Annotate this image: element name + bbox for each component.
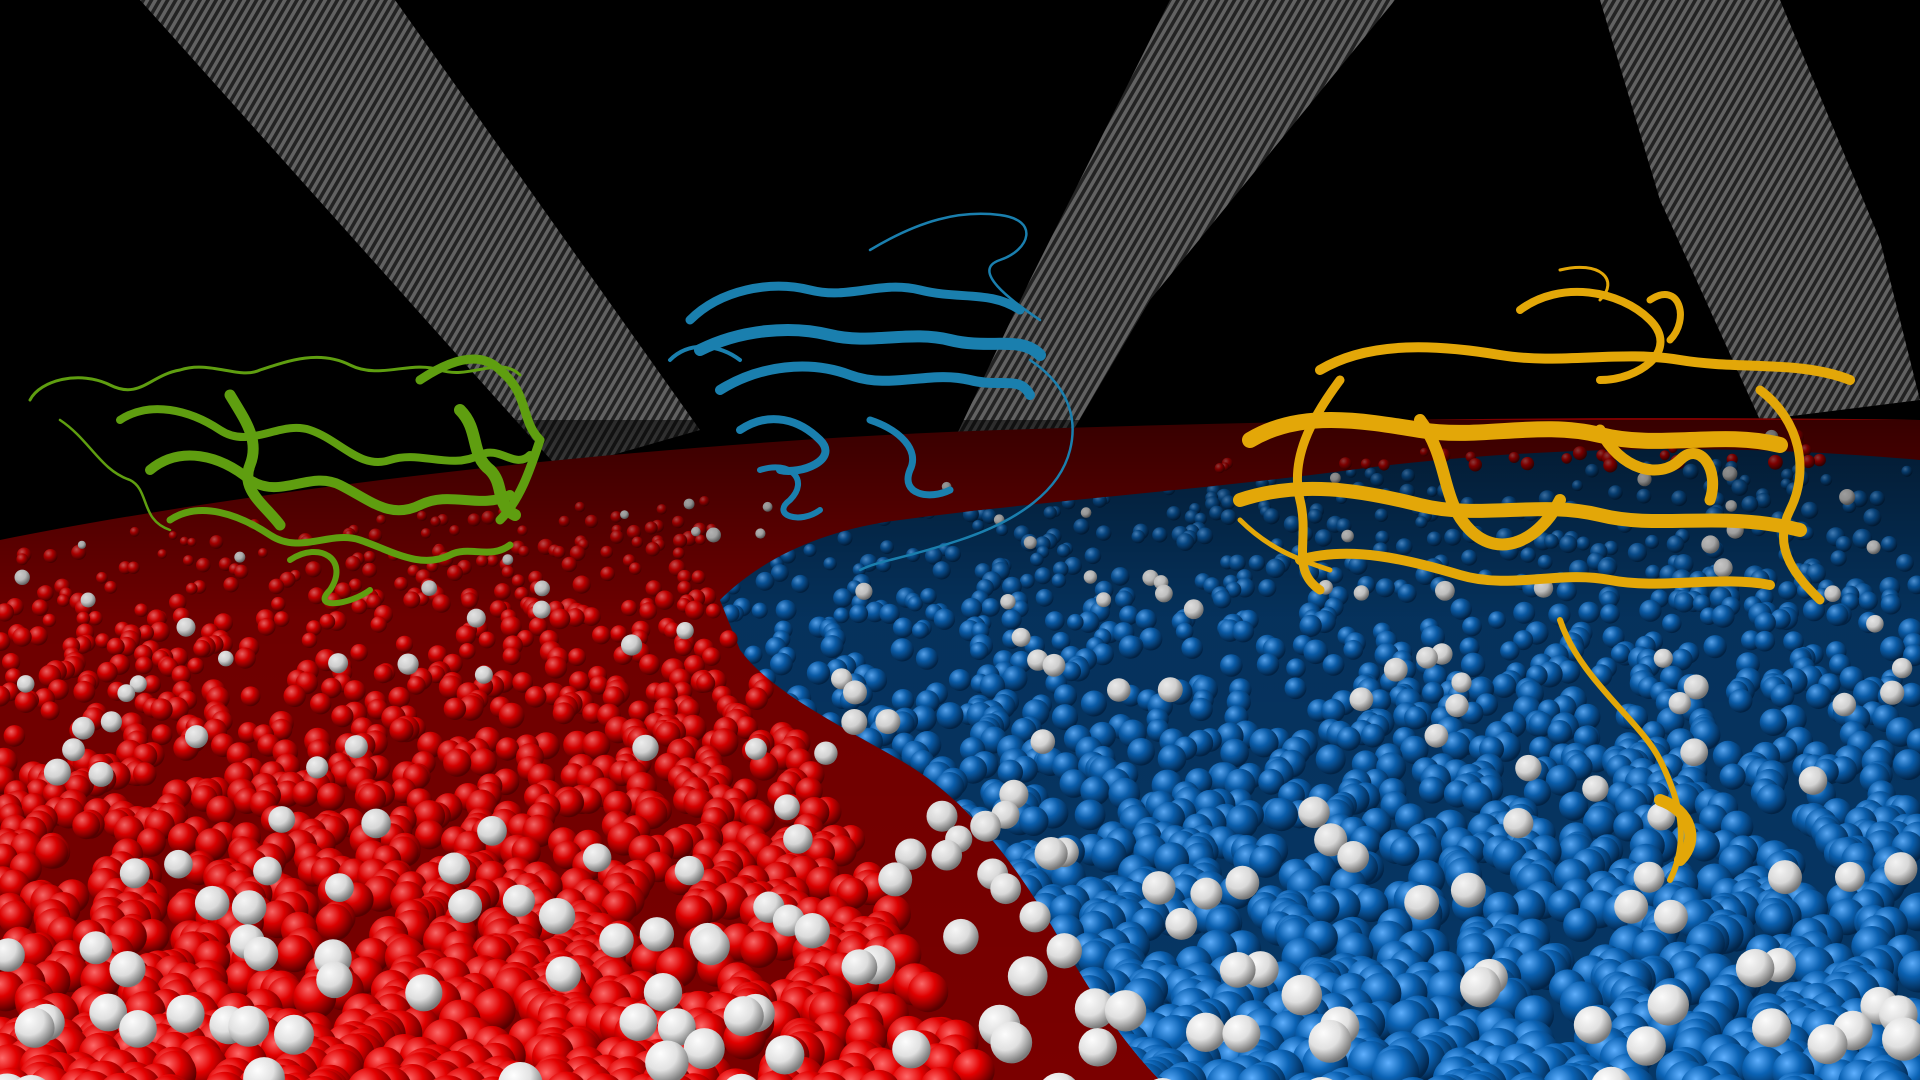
filament-middle <box>940 0 1395 470</box>
green-protein <box>28 354 545 607</box>
filament-right <box>1600 0 1920 420</box>
filament-left <box>140 0 700 470</box>
teal-protein <box>668 212 1074 572</box>
filaments <box>140 0 1920 470</box>
horizon-shade <box>0 420 1920 1080</box>
gold-protein <box>1233 265 1855 883</box>
